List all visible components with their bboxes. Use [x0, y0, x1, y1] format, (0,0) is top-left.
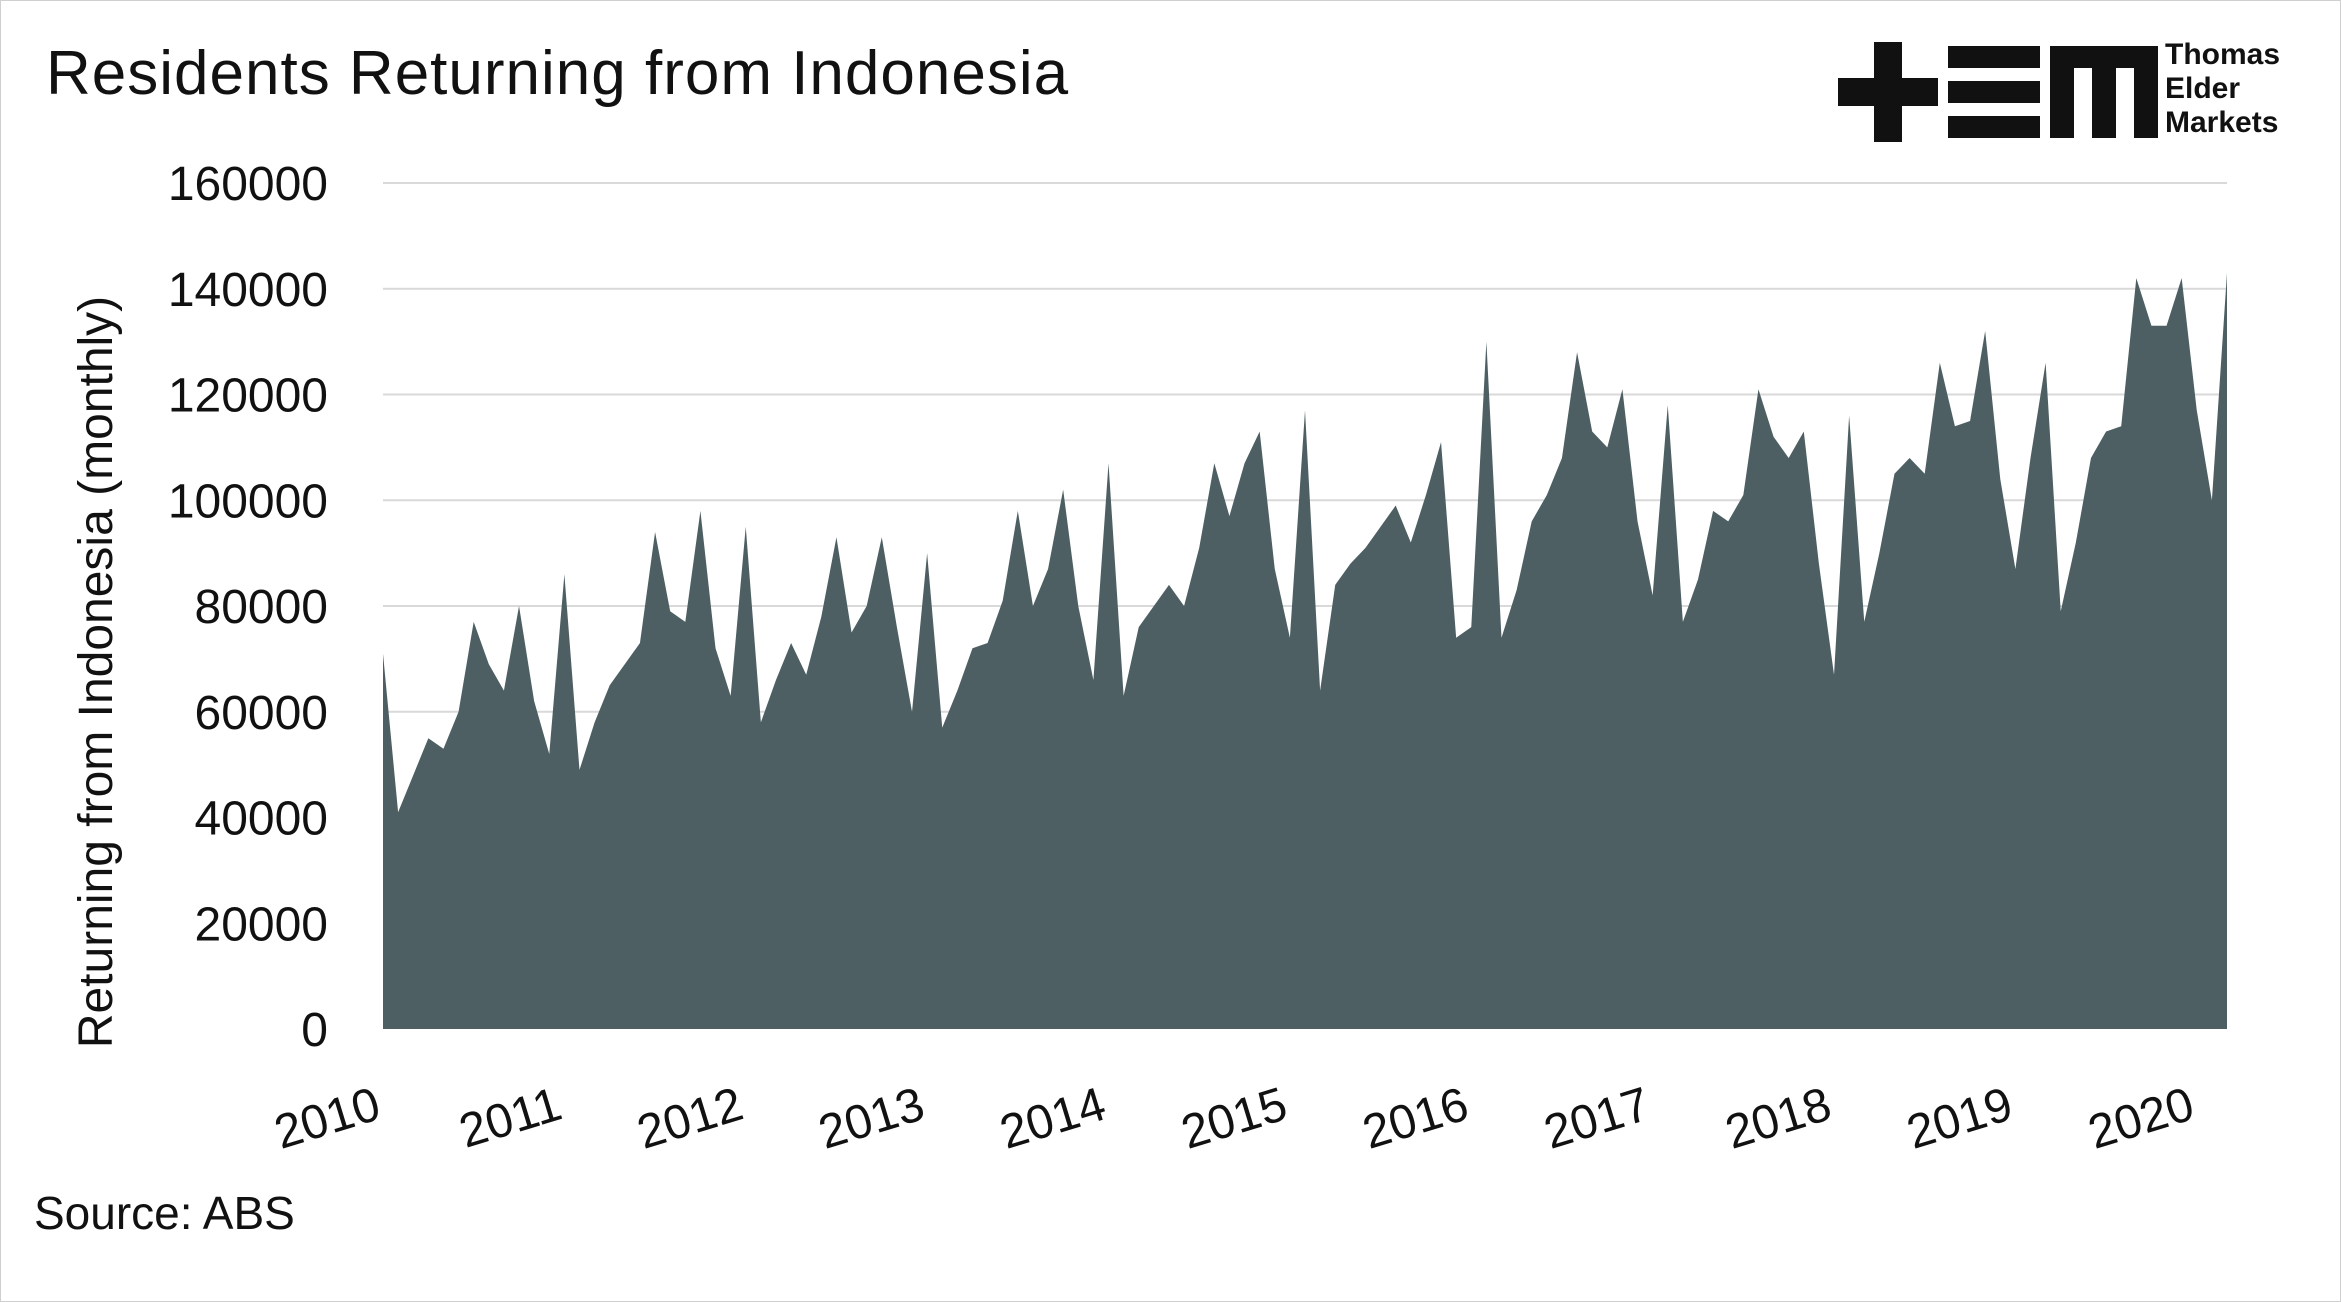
x-tick-label: 2011 [453, 1078, 567, 1159]
x-tick-label: 2010 [269, 1078, 387, 1160]
logo-line-3: Markets [2165, 106, 2279, 139]
series-area [383, 272, 2227, 1029]
x-tick-label: 2013 [813, 1078, 931, 1160]
x-tick-label: 2015 [1175, 1078, 1293, 1160]
x-axis-ticks: 2010 2011 2012 2013 2014 2015 2016 2017 2018 2019… [269, 1078, 2200, 1160]
y-tick-label: 140000 [168, 264, 328, 317]
y-tick-label: 20000 [195, 898, 328, 951]
logo-line-2: Elder [2165, 72, 2241, 105]
series-area-group [383, 272, 2227, 1029]
y-tick-label: 100000 [168, 475, 328, 528]
source-note: Source: ABS [34, 1187, 295, 1239]
y-tick-label: 80000 [195, 581, 328, 634]
x-tick-label: 2018 [1720, 1078, 1838, 1160]
y-axis-ticks: 0 20000 40000 60000 80000 100000 120000 140000 1… [168, 158, 328, 1057]
logo-wordmark: Thomas Elder Markets [2165, 38, 2280, 140]
y-tick-label: 0 [301, 1004, 328, 1057]
y-tick-label: 40000 [195, 793, 328, 846]
y-tick-label: 120000 [168, 370, 328, 423]
y-axis-label: Returning from Indonesia (monthly) [70, 296, 123, 1048]
x-tick-label: 2014 [994, 1078, 1112, 1160]
tem-logo-icon [1838, 42, 2158, 142]
x-tick-label: 2012 [631, 1078, 749, 1160]
x-tick-label: 2020 [2082, 1078, 2200, 1160]
x-tick-label: 2019 [1901, 1078, 2019, 1160]
y-tick-label: 60000 [195, 687, 328, 740]
x-tick-label: 2016 [1357, 1078, 1475, 1160]
chart-title: Residents Returning from Indonesia [46, 39, 1070, 108]
x-tick-label: 2017 [1538, 1078, 1656, 1160]
logo-line-1: Thomas [2165, 38, 2281, 71]
y-tick-label: 160000 [168, 158, 328, 211]
